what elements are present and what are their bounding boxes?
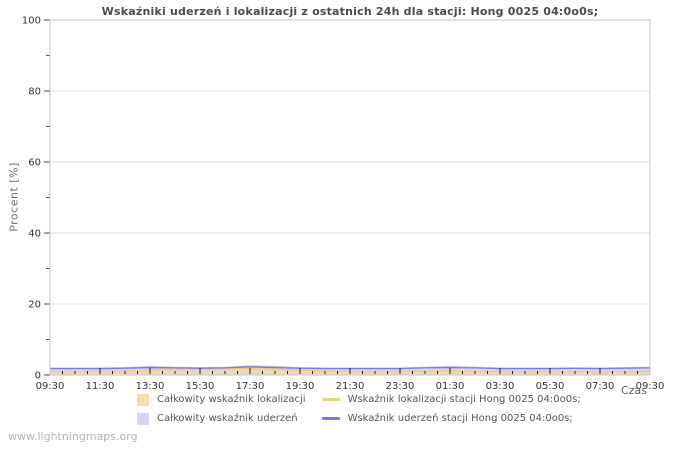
x-tick-label: 19:30 (286, 381, 315, 392)
legend-item: Całkowity wskaźnik lokalizacji (137, 393, 306, 406)
x-tick-label: 17:30 (236, 381, 265, 392)
x-tick-label: 09:30 (636, 381, 665, 392)
legend: Całkowity wskaźnik lokalizacji Całkowity … (137, 390, 581, 428)
legend-line-swatch (321, 398, 340, 401)
x-tick-label: 21:30 (336, 381, 365, 392)
y-tick-label: 100 (22, 16, 41, 27)
legend-label: Całkowity wskaźnik uderzeń (157, 413, 298, 424)
x-tick-label: 07:30 (586, 381, 615, 392)
legend-area-swatch (137, 393, 149, 406)
legend-label: Wskaźnik lokalizacji stacji Hong 0025 04… (347, 394, 581, 405)
legend-item: Wskaźnik lokalizacji stacji Hong 0025 04… (321, 394, 581, 405)
chart-title: Wskaźniki uderzeń i lokalizacji z ostatn… (101, 5, 599, 18)
legend-item: Całkowity wskaźnik uderzeń (137, 412, 306, 425)
x-tick-label: 11:30 (86, 381, 115, 392)
legend-item: Wskaźnik uderzeń stacji Hong 0025 04:0o0… (321, 413, 581, 424)
y-tick-label: 20 (28, 300, 41, 311)
x-tick-label: 03:30 (486, 381, 515, 392)
y-tick-label: 0 (35, 371, 41, 382)
y-tick-label: 40 (28, 229, 41, 240)
plot-border (49, 19, 651, 376)
x-tick-label: 13:30 (136, 381, 165, 392)
watermark-link[interactable]: www.lightningmaps.org (8, 430, 138, 443)
legend-label: Wskaźnik uderzeń stacji Hong 0025 04:0o0… (347, 413, 573, 424)
legend-label: Całkowity wskaźnik lokalizacji (157, 394, 306, 405)
legend-area-swatch (137, 412, 149, 425)
x-axis-label: Czas (621, 384, 647, 397)
y-tick-label: 80 (28, 87, 41, 98)
legend-line-swatch (321, 417, 340, 420)
x-tick-label: 23:30 (386, 381, 415, 392)
x-tick-label: 01:30 (436, 381, 465, 392)
x-tick-label: 05:30 (536, 381, 565, 392)
x-tick-label: 15:30 (186, 381, 215, 392)
y-tick-label: 60 (28, 158, 41, 169)
x-tick-label: 09:30 (36, 381, 65, 392)
